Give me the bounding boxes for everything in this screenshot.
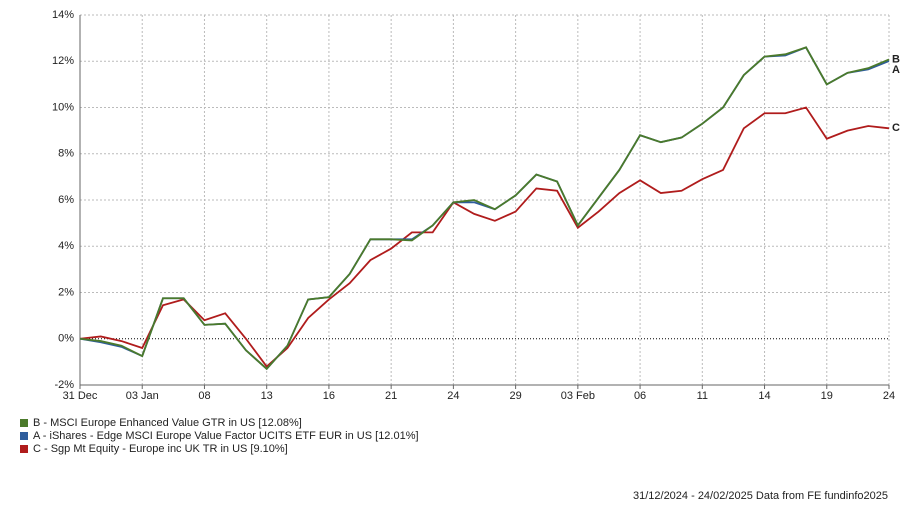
legend-swatch [20,445,28,453]
x-tick-label: 11 [697,390,708,402]
x-tick-label: 13 [261,390,273,402]
legend-label: B - MSCI Europe Enhanced Value GTR in US… [33,417,302,429]
legend-swatch [20,419,28,427]
end-label: B [892,53,900,65]
y-tick-label: 6% [58,194,74,206]
y-tick-label: 12% [52,55,74,67]
x-tick-label: 19 [821,390,833,402]
y-tick-label: 8% [58,148,74,160]
y-tick-label: 2% [58,286,74,298]
legend-swatch [20,432,28,440]
x-tick-label: 16 [323,390,335,402]
footer: 31/12/2024 - 24/02/2025 Data from FE fun… [633,490,888,502]
series-line [79,46,890,371]
x-tick-label: 29 [509,390,521,402]
end-label: C [892,122,900,134]
y-tick-label: 0% [58,333,74,345]
series-line [79,106,890,368]
x-tick-label: 24 [883,390,895,402]
x-tick-label: 03 Jan [126,390,159,402]
y-tick-label: 10% [52,101,74,113]
y-tick-label: 14% [52,9,74,21]
x-tick-label: 03 Feb [561,390,595,402]
y-tick-label: -2% [54,379,74,391]
x-tick-label: 31 Dec [63,390,98,402]
end-label: A [892,64,900,76]
y-tick-label: 4% [58,240,74,252]
legend-label: C - Sgp Mt Equity - Europe inc UK TR in … [33,443,288,455]
x-tick-label: 21 [385,390,397,402]
x-tick-label: 14 [758,390,770,402]
x-tick-label: 24 [447,390,459,402]
legend-label: A - iShares - Edge MSCI Europe Value Fac… [33,430,419,442]
x-tick-label: 08 [198,390,210,402]
x-tick-label: 06 [634,390,646,402]
